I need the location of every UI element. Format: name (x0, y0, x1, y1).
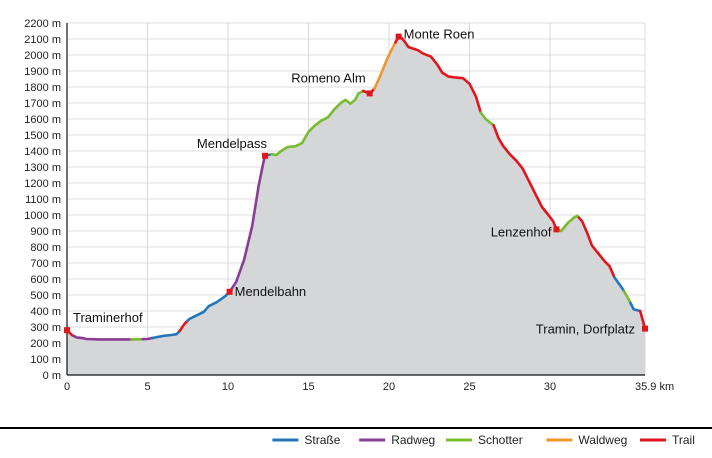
y-tick-label: 1000 m (24, 210, 61, 222)
x-tick-label: 35.9 km (635, 381, 674, 393)
x-tick-label: 5 (144, 381, 150, 393)
y-tick-label: 1300 m (24, 162, 61, 174)
waypoint-labels: Traminerhof Mendelbahn Mendelpass Romeno Al… (73, 27, 635, 337)
route-segment-trail (178, 319, 190, 333)
legend-label: Trail (672, 433, 695, 447)
waypoint-label: Mendelpass (197, 136, 268, 151)
route-segment-trail (577, 216, 616, 279)
y-tick-label: 2000 m (24, 50, 61, 62)
waypoint-marker (642, 325, 648, 332)
y-tick-label: 400 m (30, 306, 61, 318)
waypoint-marker (366, 90, 373, 97)
route-segments (65, 35, 647, 341)
waypoint-markers (64, 33, 648, 334)
y-tick-label: 1100 m (25, 194, 61, 206)
waypoint-label: Traminerhof (73, 310, 143, 325)
x-tick-label: 10 (222, 381, 234, 393)
y-tick-label: 200 m (30, 338, 61, 350)
route-segment-trail (394, 35, 483, 114)
x-tick-label: 25 (463, 381, 475, 393)
x-tick-label: 15 (302, 381, 314, 393)
route-segment-straße (151, 329, 181, 340)
waypoint-label: Tramin, Dorfplatz (536, 322, 635, 337)
legend-label: Waldweg (578, 433, 627, 447)
y-tick-label: 600 m (30, 274, 61, 286)
y-tick-label: 0 m (43, 370, 61, 382)
route-segment-straße (186, 290, 231, 322)
y-tick-label: 300 m (30, 322, 61, 334)
y-tick-label: 1700 m (24, 98, 61, 110)
route-segment-schotter (270, 89, 365, 157)
waypoint-label: Mendelbahn (235, 284, 307, 299)
x-tick-label: 30 (544, 381, 556, 393)
axes (66, 23, 645, 376)
x-tick-label: 0 (64, 381, 70, 393)
legend: Trail Waldweg Schotter Radweg Straße (272, 433, 695, 447)
y-tick-label: 1900 m (24, 66, 61, 78)
waypoint-marker (226, 288, 233, 295)
route-segment-schotter (479, 111, 495, 127)
y-tick-label: 1400 m (24, 146, 61, 158)
waypoint-label: Monte Roen (404, 27, 475, 42)
y-tick-label: 2100 m (24, 34, 61, 46)
waypoint-marker (64, 327, 70, 334)
route-segment-radweg (72, 334, 133, 341)
route-segment-radweg (141, 336, 154, 341)
route-segment-schotter (555, 214, 581, 233)
y-tick-label: 100 m (30, 354, 61, 366)
waypoint-marker (262, 152, 269, 159)
waypoint-marker (395, 33, 402, 40)
route-segment-waldweg (373, 41, 397, 90)
y-tick-label: 900 m (30, 226, 61, 238)
y-tick-label: 800 m (30, 242, 61, 254)
y-tick-label: 2200 m (24, 18, 61, 30)
waypoint-marker (553, 226, 560, 233)
legend-label: Straße (304, 433, 340, 447)
legend-label: Radweg (391, 433, 435, 447)
y-tick-label: 1200 m (24, 178, 61, 190)
x-tick-label: 20 (383, 381, 395, 393)
waypoint-label: Romeno Alm (291, 70, 365, 85)
waypoint-label: Lenzenhof (491, 224, 552, 239)
legend-label: Schotter (478, 433, 523, 447)
y-tick-label: 700 m (30, 258, 61, 270)
y-tick-label: 500 m (30, 290, 61, 302)
y-tick-label: 1800 m (24, 82, 61, 94)
elevation-area (67, 36, 645, 375)
route-segment-trail (492, 124, 558, 231)
y-tick-labels: 0 m 100 m 200 m 300 m 400 m 500 m 600 m 700 m 80… (24, 18, 61, 382)
x-tick-labels: 0 5 10 15 20 25 30 35.9 km (64, 381, 674, 393)
route-segment-straße (629, 301, 642, 313)
y-tick-label: 1500 m (24, 130, 61, 142)
y-tick-label: 1600 m (24, 114, 61, 126)
route-segment-radweg (228, 154, 267, 294)
